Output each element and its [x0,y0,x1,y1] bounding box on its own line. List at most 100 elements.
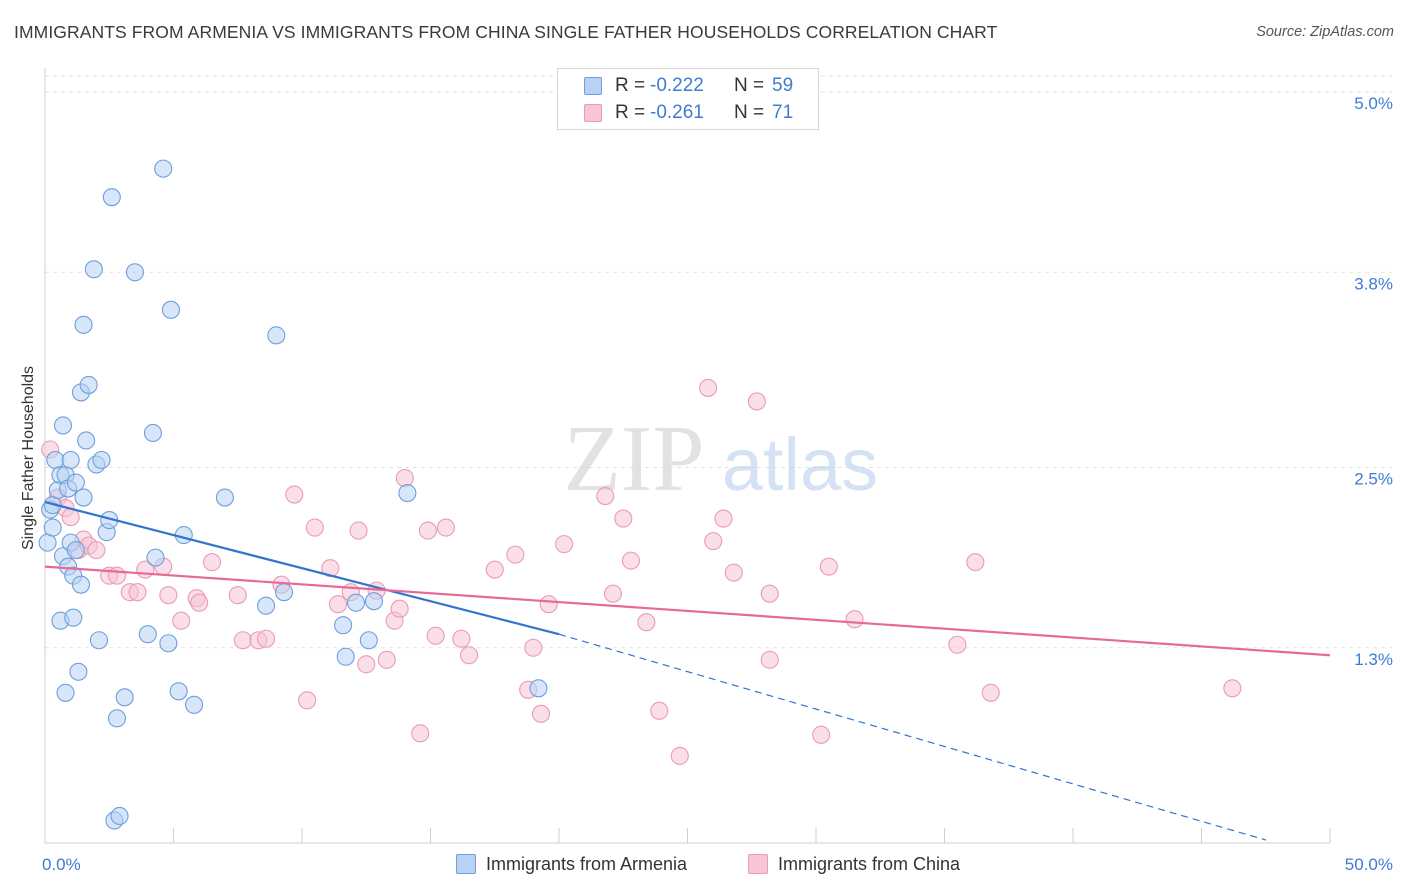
watermark-zip: ZIP [564,407,705,511]
y-tick-label: 2.5% [1354,470,1393,489]
tick-labels: 1.3% 2.5% 3.8% 5.0% 0.0% 50.0% [42,94,1393,874]
china-point [485,560,504,579]
china-point [724,563,743,582]
armenia-point [66,473,85,492]
armenia-point [74,488,93,507]
armenia-swatch [584,77,602,95]
watermark-atlas: atlas [722,423,878,506]
x-tick-label: 50.0% [1345,855,1393,874]
armenia-point [359,631,378,650]
china-point [614,509,633,528]
armenia-point [107,709,127,728]
china-point [305,518,324,537]
armenia-point [89,631,109,650]
china-point [426,626,445,645]
armenia-point [364,592,384,611]
china-point [531,704,551,723]
r-label: R = [615,75,646,96]
armenia-point [77,431,96,450]
china-point [298,691,317,710]
armenia-point [53,416,73,435]
armenia-point [267,326,286,345]
china-point [285,485,304,504]
china-point [760,584,779,603]
y-tick-label: 5.0% [1354,94,1393,113]
china-swatch [584,104,602,122]
china-point [670,746,689,765]
stats-legend: R = -0.222 N = 59 R = -0.261 N = 71 [557,68,819,130]
china-point [233,631,252,650]
armenia-point [154,159,173,178]
armenia-point [125,263,144,282]
armenia-point [92,450,111,470]
legend-label-china: Immigrants from China [778,853,961,874]
china-point [1223,679,1242,698]
china-point [328,595,348,614]
n-label: N = [734,102,765,123]
armenia-point [115,688,134,707]
china-point [377,650,396,669]
y-tick-label: 1.3% [1354,650,1393,669]
legend-item-armenia[interactable]: Immigrants from Armenia [456,851,687,877]
r-label: R = [615,102,646,123]
china-point [411,724,430,743]
china-point [256,629,276,648]
china-point [203,553,222,572]
china-point [555,535,574,554]
china-point [159,586,178,605]
china-point [747,392,766,411]
china-point [321,559,340,578]
china-point [452,629,471,648]
china-point [228,586,247,605]
china-point [603,584,623,603]
armenia-point [143,423,162,443]
armenia-point [102,188,121,207]
gridlines [45,75,1392,649]
armenia-point [46,450,65,470]
armenia-point [256,596,276,615]
china-point [107,566,127,585]
armenia-point [43,518,62,537]
n-value: 71 [772,102,794,123]
r-value: -0.261 [650,102,704,123]
x-tick-label: 0.0% [42,855,81,874]
armenia-point [159,634,178,653]
china-point [436,518,455,537]
legend-label-armenia: Immigrants from Armenia [486,853,688,874]
y-tick-label: 3.8% [1354,274,1393,293]
china-point [395,468,414,488]
china-point [812,725,831,744]
china-point [172,611,191,630]
armenia-point [71,575,91,594]
china-point [637,613,656,632]
armenia-point [346,593,366,612]
china-point [524,638,543,657]
armenia-point [138,625,157,644]
china-trend-line [44,565,1331,657]
armenia-point [84,260,103,279]
armenia-trend-extension [558,633,1266,841]
armenia-point [529,679,548,698]
china-point [704,532,723,551]
n-label: N = [734,75,765,96]
china-point [506,545,525,564]
armenia-point [66,541,85,560]
armenia-point [215,488,234,507]
trend-lines [44,500,1331,841]
armenia-point [398,484,417,503]
armenia-point [69,662,88,681]
armenia-point [336,647,355,666]
chart-title: IMMIGRANTS FROM ARMENIA VS IMMIGRANTS FR… [14,22,998,42]
armenia-point [61,450,80,470]
armenia-point [161,300,180,319]
china-point [966,553,985,572]
armenia-point [79,375,98,394]
armenia-point [169,682,188,701]
legend-item-china[interactable]: Immigrants from China [748,851,960,877]
china-point [357,655,376,674]
china-point [459,646,479,665]
china-point [981,683,1000,702]
china-point [190,593,209,612]
china-point [621,551,641,570]
